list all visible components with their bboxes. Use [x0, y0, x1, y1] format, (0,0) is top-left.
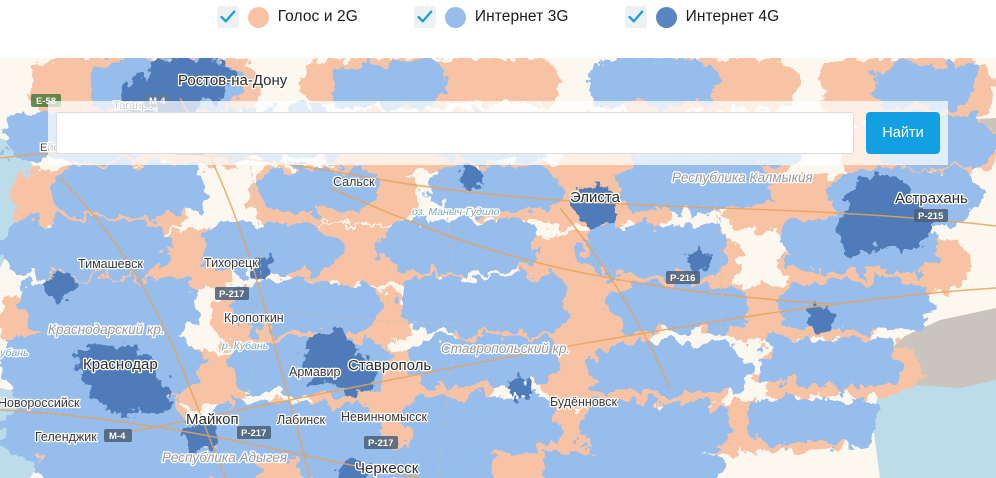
map-labels: Ростов-на-Дону Таганрог Ейск Сальск Элис… [0, 71, 969, 478]
city-label: Сальск [333, 175, 375, 189]
road-badge: М-4 [104, 429, 132, 442]
legend-label-voice-2g: Голос и 2G [277, 8, 358, 25]
city-label: Ростов-на-Дону [178, 72, 288, 89]
check-icon [627, 10, 643, 23]
legend-item-internet-3g[interactable]: Интернет 3G [413, 4, 569, 30]
city-label: Черкесск [355, 460, 419, 477]
road-badge-label: Р-217 [219, 289, 244, 300]
road-badge: Р-217 [215, 287, 249, 300]
legend-swatch-internet-3g [444, 6, 466, 28]
road-badge: Р-216 [666, 271, 700, 284]
legend-swatch-voice-2g [247, 6, 269, 28]
search-panel: Найти [48, 101, 948, 165]
road-badge-label: Р-217 [241, 428, 266, 439]
city-label: Армавир [289, 365, 340, 379]
region-label: Республика Калмыкия [672, 170, 813, 185]
city-label: Майкоп [186, 411, 239, 428]
region-borders [219, 117, 723, 478]
check-icon [220, 10, 236, 23]
legend-label-internet-3g: Интернет 3G [474, 8, 569, 25]
city-label: Краснодар [83, 356, 158, 373]
road-badges: E-58 М-4 М-4 Р-216 [31, 94, 948, 449]
legend-swatch-internet-4g [655, 6, 677, 28]
water-label: оз. Маныч-Гудило [412, 206, 500, 218]
road-badge-label: Р-215 [918, 211, 944, 222]
search-input[interactable] [56, 112, 854, 154]
road-badge-label: М-4 [109, 431, 126, 442]
road-badge-label: Р-217 [368, 438, 393, 449]
checkbox-internet-3g[interactable] [413, 6, 436, 28]
check-icon [417, 10, 433, 23]
city-label: Кропоткин [224, 311, 284, 325]
road-badge: Р-217 [237, 426, 271, 439]
city-label: Астрахань [895, 190, 968, 207]
search-button[interactable]: Найти [866, 112, 940, 154]
road-badge-label: E-58 [36, 96, 56, 107]
water-label: р. Кубань [221, 340, 268, 352]
checkbox-voice-2g[interactable] [216, 6, 239, 28]
legend-item-internet-4g[interactable]: Интернет 4G [624, 4, 780, 30]
coverage-legend: Голос и 2G Интернет 3G Интернет 4G [0, 0, 996, 58]
city-label: Ставрополь [348, 357, 431, 374]
city-label: Новороссийск [0, 396, 80, 410]
city-label: Геленджик [35, 430, 97, 444]
city-label: Лабинск [277, 413, 325, 427]
road-badge: Р-215 [914, 209, 948, 222]
legend-item-voice-2g[interactable]: Голос и 2G [216, 4, 358, 30]
city-label: Тихорецк [204, 256, 258, 270]
region-label: Республика Адыгея [162, 450, 287, 465]
city-label: Невинномысск [341, 410, 427, 424]
legend-label-internet-4g: Интернет 4G [685, 8, 780, 25]
city-label: Будённовск [550, 395, 618, 409]
city-label: Тимашевск [78, 257, 143, 271]
city-label: Элиста [570, 189, 621, 206]
road-badge-label: Р-216 [670, 273, 695, 284]
road-badge: Р-217 [364, 436, 398, 449]
region-label: Краснодарский кр. [48, 322, 165, 337]
region-label: Ставропольский кр. [441, 341, 570, 356]
checkbox-internet-4g[interactable] [624, 6, 647, 28]
water-label: Кубань [0, 347, 29, 359]
